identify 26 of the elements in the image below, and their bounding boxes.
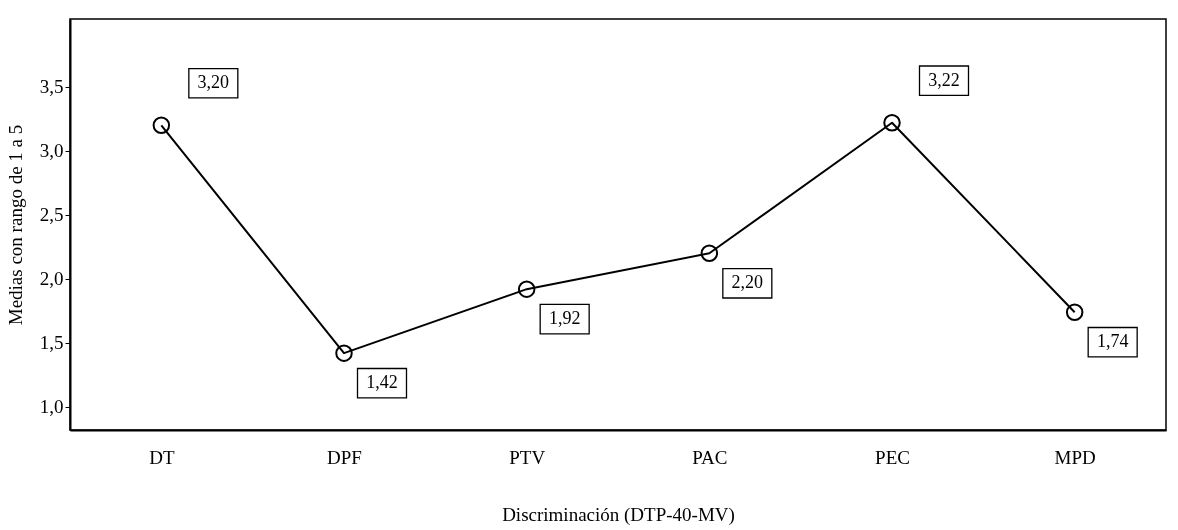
point bbox=[700, 244, 719, 263]
data-label: 3,22 bbox=[928, 69, 960, 90]
point bbox=[517, 280, 536, 298]
x-tick-label: DT bbox=[149, 446, 175, 468]
x-tick-label: MPD bbox=[1054, 446, 1096, 468]
data-label: 1,74 bbox=[1096, 331, 1129, 352]
y-axis-title: Medias con rango de 1 a 5 bbox=[4, 124, 26, 326]
y-tick-label: 1,5 bbox=[39, 332, 64, 354]
x-tick-label: DPF bbox=[327, 446, 362, 468]
point bbox=[335, 344, 353, 362]
y-tick-label: 2,5 bbox=[39, 204, 64, 226]
point bbox=[1065, 303, 1084, 321]
y-tick-label: 3,5 bbox=[39, 76, 64, 98]
data-label: 3,20 bbox=[197, 72, 230, 93]
point bbox=[152, 116, 171, 134]
x-tick-label: PTV bbox=[509, 446, 546, 468]
y-tick-label: 1,0 bbox=[39, 396, 64, 418]
data-label: 1,92 bbox=[548, 308, 581, 329]
x-axis-title: Discriminación (DTP-40-MV) bbox=[502, 503, 735, 526]
point bbox=[883, 113, 901, 132]
y-tick-label: 3,0 bbox=[39, 140, 64, 162]
data-label: 1,42 bbox=[366, 372, 398, 393]
x-tick-label: PEC bbox=[875, 446, 910, 468]
data-label: 2,20 bbox=[731, 272, 764, 293]
y-tick-label: 2,0 bbox=[39, 268, 64, 290]
x-tick-label: PAC bbox=[692, 446, 728, 468]
